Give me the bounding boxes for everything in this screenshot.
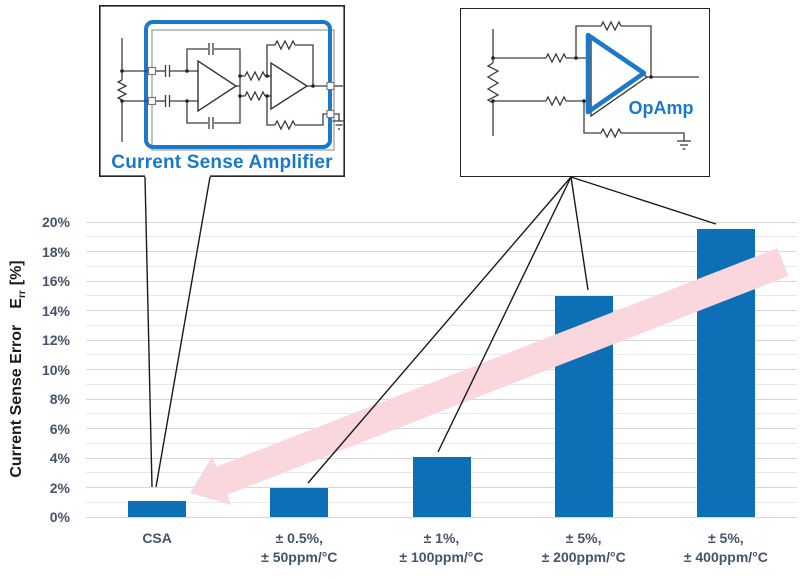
x-tick-label-0p5pct: ± 0.5%, ± 50ppm/°C — [261, 530, 338, 565]
y-tick-label: 4% — [49, 450, 70, 466]
gridline — [86, 280, 797, 282]
csa-label: Current Sense Amplifier — [111, 152, 333, 173]
csa-wiring — [116, 38, 345, 142]
y-tick-label: 14% — [41, 302, 70, 319]
gridline — [86, 339, 797, 341]
gridline — [86, 383, 797, 385]
y-axis-labels: 0% 2% 4% 6% 8% 10% 12% 14% 16% 18% 20% — [0, 214, 78, 525]
terminal-pins — [147, 66, 335, 119]
gridline — [86, 428, 797, 429]
opamp-triangle-icon — [197, 59, 238, 113]
gridline — [86, 369, 797, 370]
y-tick-label: 20% — [41, 214, 70, 230]
bar-csa — [128, 500, 187, 517]
y-tick-label: 2% — [49, 479, 70, 496]
shunt-resistor-symbol — [486, 62, 500, 104]
gridline — [86, 221, 797, 223]
csa-callout-box: Current Sense Amplifier — [99, 5, 345, 177]
bar-opamp-5pct-400ppm — [696, 229, 755, 517]
bar-opamp-0p5pct-50ppm — [270, 487, 329, 517]
y-tick-label: 8% — [49, 391, 70, 407]
resistor-symbol — [545, 52, 567, 64]
opamp-label: OpAmp — [628, 98, 694, 118]
x-tick-label-5pct-400: ± 5%, ± 400ppm/°C — [683, 530, 768, 565]
gridline — [86, 516, 797, 518]
x-tick-label-csa: CSA — [142, 530, 172, 546]
y-tick-label: 6% — [49, 420, 70, 437]
gridline — [86, 398, 797, 400]
gridline — [86, 251, 797, 252]
junction-dots — [120, 69, 315, 103]
gridline — [86, 413, 797, 415]
gridline — [86, 324, 797, 326]
y-tick-label: 18% — [41, 243, 70, 260]
x-tick-label-1pct: ± 1%, ± 100ppm/°C — [399, 530, 484, 565]
y-tick-label: 12% — [41, 332, 70, 348]
x-axis-labels: CSA ± 0.5%, ± 50ppm/°C ± 1%, ± 100ppm/°C… — [86, 529, 797, 567]
x-tick-label-5pct-200: ± 5%, ± 200ppm/°C — [541, 530, 626, 565]
opamp-wiring — [486, 20, 699, 150]
csa-circuit-diagram — [99, 5, 345, 177]
opamp-callout-box: OpAmp — [460, 8, 710, 177]
y-tick-label: 0% — [49, 509, 70, 525]
callout-line-opamp-bar5 — [570, 176, 717, 225]
shunt-resistor-symbol — [116, 79, 128, 101]
plot-area — [86, 221, 797, 518]
bar-opamp-5pct-200ppm — [554, 295, 613, 517]
y-tick-label: 16% — [41, 273, 70, 289]
gridline — [86, 236, 797, 238]
bar-opamp-1pct-100ppm — [412, 456, 471, 517]
gridline — [86, 442, 797, 444]
gridline — [86, 265, 797, 267]
gridline — [86, 310, 797, 311]
opamp-highlight-triangle — [585, 32, 647, 115]
opamp-triangle-icon — [270, 61, 309, 111]
csa-box-border — [99, 5, 345, 177]
gridline — [86, 295, 797, 297]
resistor-symbol — [244, 70, 266, 82]
y-tick-label: 10% — [41, 361, 70, 378]
junction-dots — [491, 56, 653, 103]
opamp-circuit-diagram — [486, 20, 699, 150]
gridline — [86, 354, 797, 356]
